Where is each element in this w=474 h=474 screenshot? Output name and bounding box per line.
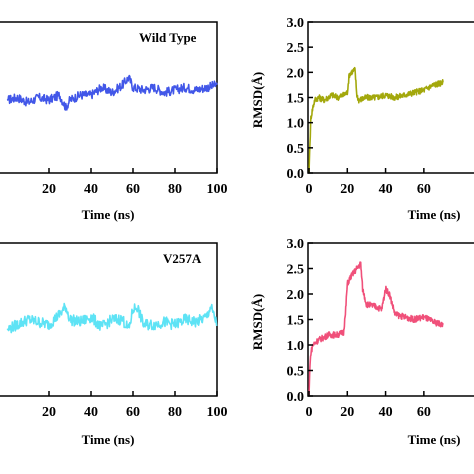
- series-line: [6, 302, 218, 334]
- panel-label: V257A: [163, 251, 202, 266]
- y-tick-label: 1.5: [287, 314, 305, 329]
- x-tick-label: 100: [207, 405, 228, 420]
- x-axis-title: Time (ns): [82, 432, 135, 447]
- x-tick-label: 40: [379, 405, 393, 420]
- x-tick-label: 0: [306, 405, 313, 420]
- plot-frame: [307, 242, 474, 397]
- ticks-layer: 0 20 40 60 0.0 0.5 1.0 1.5 2.0 2.5 3.0: [287, 237, 431, 420]
- ticks-layer: 20 40 60 80 100: [42, 391, 228, 420]
- y-tick-label: 0.5: [287, 365, 305, 380]
- y-tick-label: 2.0: [287, 66, 305, 81]
- x-axis-title: Time (ns): [82, 207, 135, 222]
- panel-v257a: 20 40 60 80 100 V257A Time (ns): [0, 242, 228, 447]
- y-axis-title: RMSD(Å): [250, 72, 265, 128]
- y-tick-label: 3.0: [287, 237, 305, 252]
- plot-frame: [0, 242, 218, 397]
- y-tick-label: 1.0: [287, 117, 305, 132]
- y-tick-label: 2.5: [287, 263, 305, 278]
- x-tick-label: 80: [168, 405, 182, 420]
- panel-label: Wild Type: [139, 30, 197, 45]
- x-tick-label: 60: [126, 182, 140, 197]
- panel-top-right: 0 20 40 60 0.0 0.5 1.0 1.5 2.0 2.5 3.0 Time (ns) R…: [250, 16, 474, 222]
- x-tick-label: 60: [417, 182, 431, 197]
- y-tick-label: 1.0: [287, 339, 305, 354]
- series-layer: [308, 66, 444, 174]
- y-tick-label: 0.0: [287, 390, 305, 405]
- x-tick-label: 20: [340, 405, 354, 420]
- y-tick-label: 2.0: [287, 288, 305, 303]
- series-layer: [308, 261, 444, 397]
- x-tick-label: 100: [207, 182, 228, 197]
- ticks-layer: 20 40 60 80 100: [42, 168, 228, 197]
- series-line: [6, 74, 218, 111]
- series-line: [308, 66, 444, 174]
- x-tick-label: 40: [84, 182, 98, 197]
- x-tick-label: 20: [42, 405, 56, 420]
- plot-frame: [0, 21, 218, 174]
- series-line: [308, 261, 444, 397]
- x-tick-label: 40: [84, 405, 98, 420]
- y-tick-label: 2.5: [287, 41, 305, 56]
- y-tick-label: 3.0: [287, 16, 305, 31]
- panel-bottom-right: 0 20 40 60 0.0 0.5 1.0 1.5 2.0 2.5 3.0 Time (ns) R…: [250, 237, 474, 447]
- x-tick-label: 0: [306, 182, 313, 197]
- x-tick-label: 20: [340, 182, 354, 197]
- x-tick-label: 40: [379, 182, 393, 197]
- x-tick-label: 20: [42, 182, 56, 197]
- y-tick-label: 1.5: [287, 92, 305, 107]
- panel-wild-type: 20 40 60 80 100 Wild Type Time (ns): [0, 21, 228, 222]
- y-tick-label: 0.5: [287, 142, 305, 157]
- y-tick-label: 0.0: [287, 167, 305, 182]
- x-tick-label: 80: [168, 182, 182, 197]
- ticks-layer: 0 20 40 60 0.0 0.5 1.0 1.5 2.0 2.5 3.0: [287, 16, 431, 197]
- y-axis-title: RMSD(Å): [250, 294, 265, 350]
- x-axis-title: Time (ns): [408, 432, 461, 447]
- x-axis-title: Time (ns): [408, 207, 461, 222]
- x-tick-label: 60: [126, 405, 140, 420]
- series-layer: [6, 74, 218, 111]
- series-layer: [6, 302, 218, 334]
- x-tick-label: 60: [417, 405, 431, 420]
